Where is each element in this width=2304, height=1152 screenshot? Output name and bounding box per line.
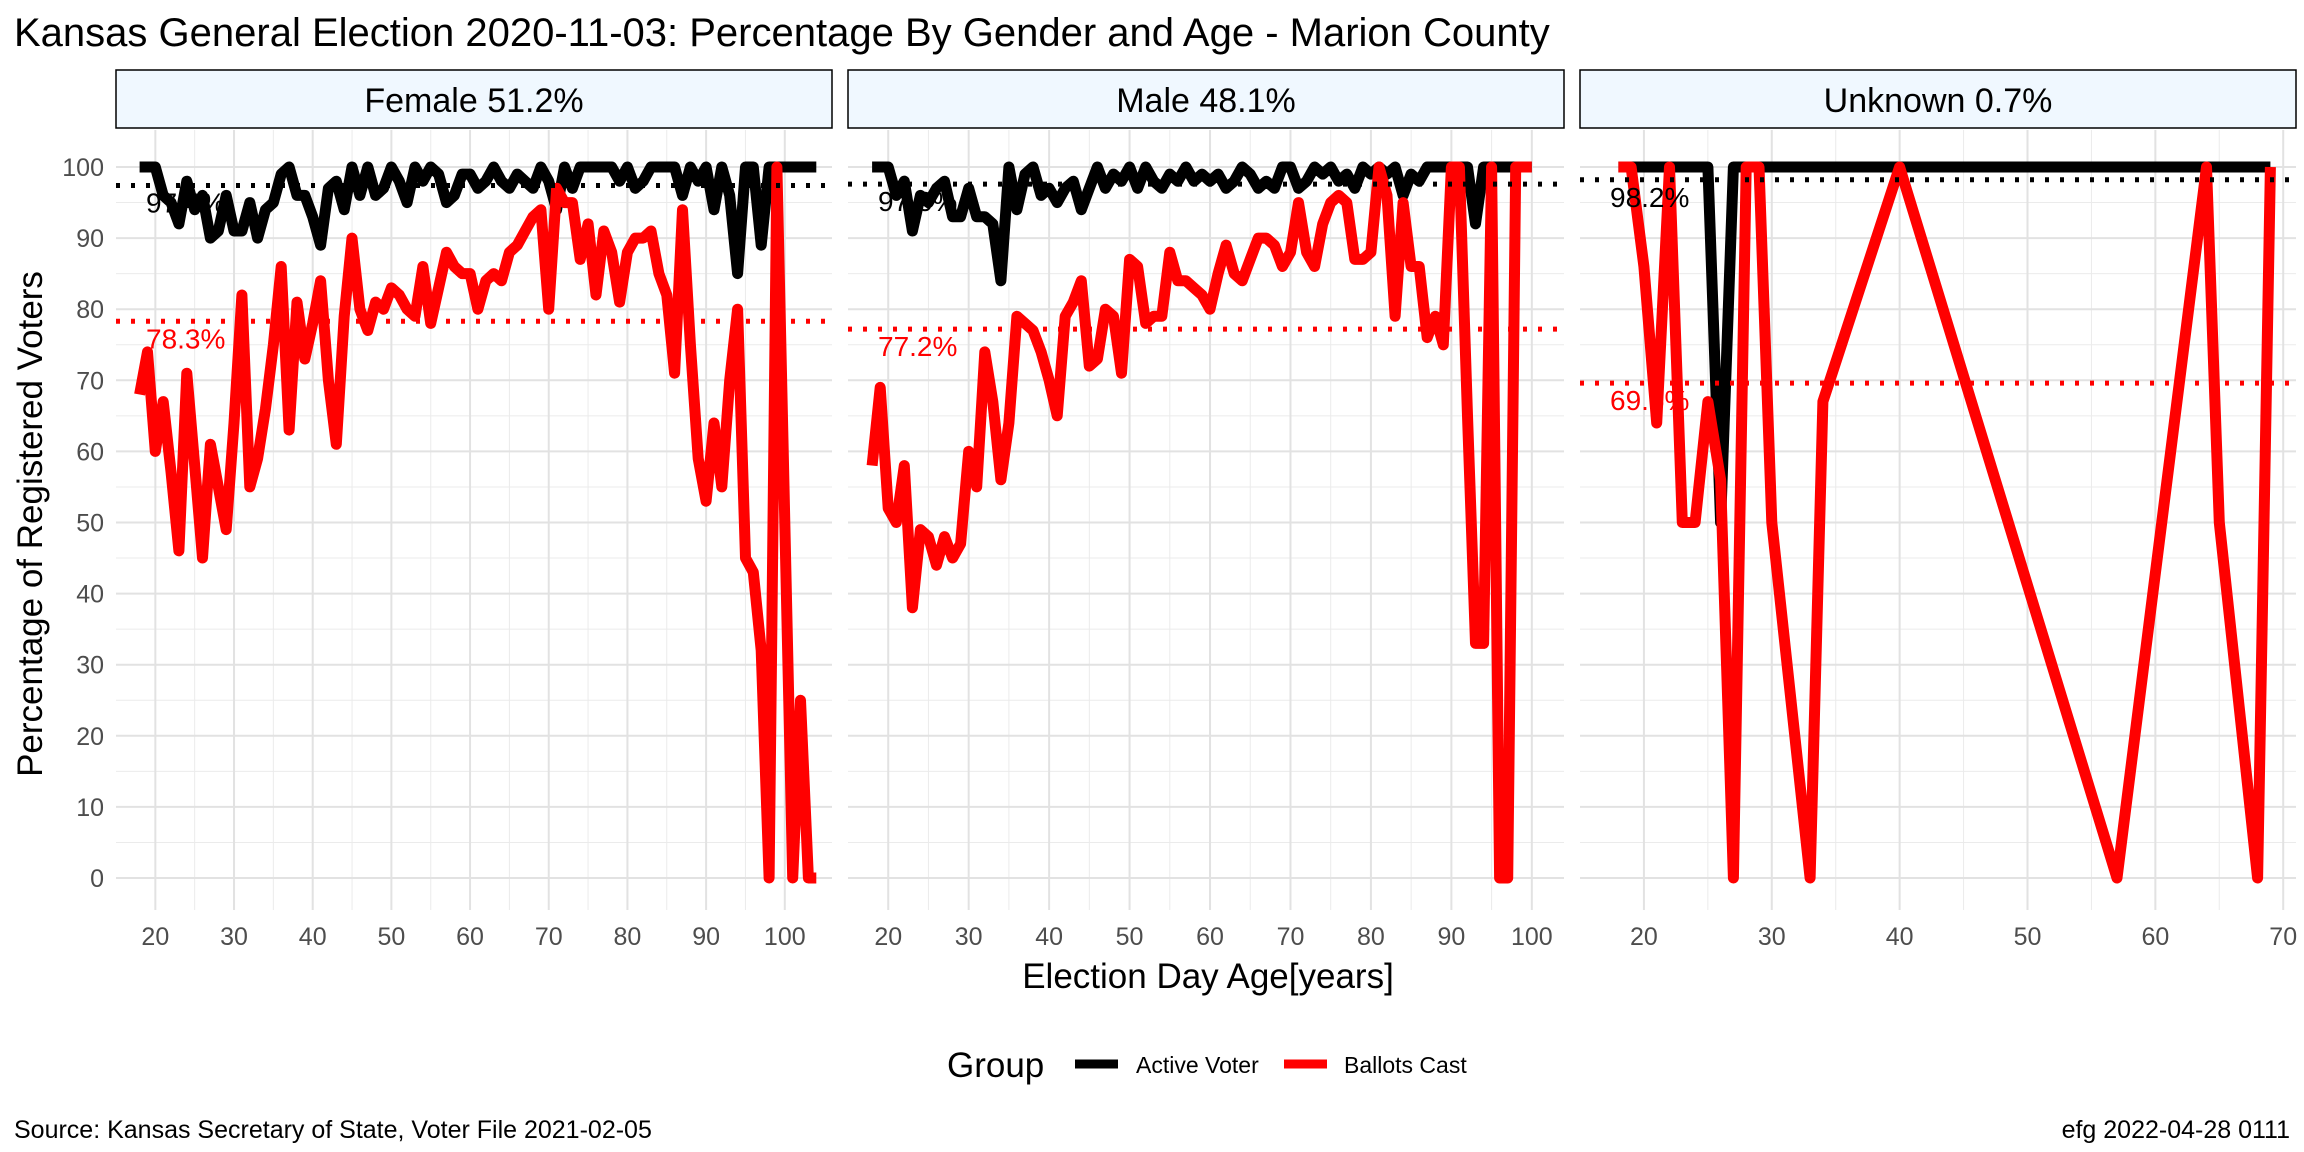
panel-unknown: Unknown 0.7% 20 30 40 50 60 70 98.2% 69.6% xyxy=(1579,69,2297,951)
x-tick-label-unknown: 60 xyxy=(2141,923,2169,951)
panel-female: Female 51.2% 0 10 20 30 40 50 60 70 80 90 100 20 30 40… xyxy=(62,69,833,951)
x-tick-label-female: 90 xyxy=(692,923,720,951)
x-tick-label-male: 70 xyxy=(1277,923,1305,951)
panel-male: Male 48.1% 20 30 40 50 60 70 80 90 100 97.6% 77.2% xyxy=(847,69,1565,951)
y-tick-label: 50 xyxy=(76,510,104,538)
legend: Group Active Voter Ballots Cast xyxy=(947,1046,1467,1085)
y-tick-label: 100 xyxy=(62,154,104,182)
x-tick-label-male: 80 xyxy=(1357,923,1385,951)
x-tick-label-female: 20 xyxy=(141,923,169,951)
y-tick-label: 90 xyxy=(76,225,104,253)
strip-unknown xyxy=(1579,69,2297,129)
mean-label-ballots-male: 77.2% xyxy=(878,331,957,362)
legend-label-ballots-cast: Ballots Cast xyxy=(1344,1052,1467,1078)
y-tick-label: 40 xyxy=(76,581,104,609)
y-tick-label: 20 xyxy=(76,723,104,751)
x-tick-label-female: 100 xyxy=(764,923,806,951)
y-tick-label: 80 xyxy=(76,296,104,324)
x-tick-label-unknown: 50 xyxy=(2014,923,2042,951)
x-tick-label-female: 40 xyxy=(299,923,327,951)
strip-male xyxy=(847,69,1565,129)
strip-label-female: Female 51.2% xyxy=(364,82,583,120)
strip-female xyxy=(115,69,833,129)
series-line-active-voter-male xyxy=(872,161,1532,287)
series-line-ballots-cast-unknown xyxy=(1618,161,2276,884)
y-tick-label: 10 xyxy=(76,794,104,822)
legend-label-active-voter: Active Voter xyxy=(1136,1052,1259,1078)
x-tick-label-unknown: 30 xyxy=(1758,923,1786,951)
strip-label-unknown: Unknown 0.7% xyxy=(1824,82,2053,120)
series-line-ballots-cast-female xyxy=(134,161,817,884)
series-line-ballots-cast-male xyxy=(866,161,1532,884)
x-tick-label-female: 30 xyxy=(220,923,248,951)
x-tick-label-male: 30 xyxy=(955,923,983,951)
x-tick-label-male: 60 xyxy=(1196,923,1224,951)
x-tick-label-male: 90 xyxy=(1437,923,1465,951)
x-tick-label-unknown: 20 xyxy=(1630,923,1658,951)
strip-label-male: Male 48.1% xyxy=(1116,82,1296,120)
x-tick-label-female: 80 xyxy=(614,923,642,951)
y-tick-label: 30 xyxy=(76,652,104,680)
y-tick-label: 70 xyxy=(76,367,104,395)
facet-panels: Female 51.2% 0 10 20 30 40 50 60 70 80 90 100 20 30 40… xyxy=(62,69,2297,951)
legend-title: Group xyxy=(947,1046,1044,1085)
chart-title: Kansas General Election 2020-11-03: Perc… xyxy=(14,11,1550,55)
x-tick-label-male: 20 xyxy=(874,923,902,951)
mean-label-ballots-female: 78.3% xyxy=(146,323,225,354)
mean-label-active-male: 97.6% xyxy=(878,186,957,217)
x-tick-label-female: 60 xyxy=(456,923,484,951)
source-caption: Source: Kansas Secretary of State, Voter… xyxy=(14,1116,652,1144)
x-axis-title: Election Day Age[years] xyxy=(1022,957,1394,996)
x-tick-label-male: 40 xyxy=(1035,923,1063,951)
x-tick-label-female: 50 xyxy=(377,923,405,951)
x-tick-label-female: 70 xyxy=(535,923,563,951)
mean-label-active-female: 97.4% xyxy=(146,187,225,218)
x-tick-label-male: 50 xyxy=(1116,923,1144,951)
x-tick-label-male: 100 xyxy=(1511,923,1553,951)
y-axis-title: Percentage of Registered Voters xyxy=(11,271,50,777)
mean-label-active-unknown: 98.2% xyxy=(1610,182,1689,213)
x-tick-label-unknown: 40 xyxy=(1886,923,1914,951)
x-tick-label-unknown: 70 xyxy=(2269,923,2297,951)
mean-label-ballots-unknown: 69.6% xyxy=(1610,385,1689,416)
y-tick-label: 60 xyxy=(76,438,104,466)
y-tick-label: 0 xyxy=(90,865,104,893)
series-line-active-voter-female xyxy=(139,161,817,280)
credit-caption: efg 2022-04-28 0111 xyxy=(2062,1116,2290,1144)
